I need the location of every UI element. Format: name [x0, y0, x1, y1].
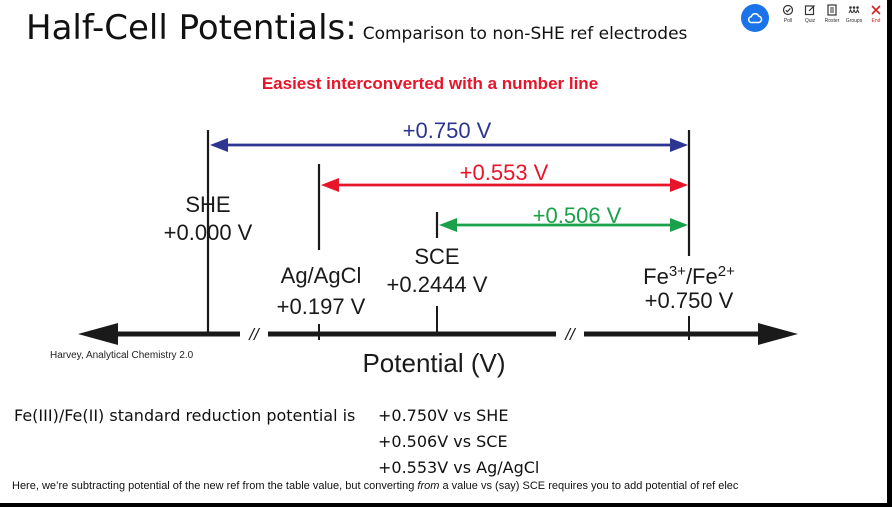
- quiz-icon: [804, 5, 815, 16]
- sce-name: SCE: [414, 244, 459, 269]
- standard-potential-lead: Fe(III)/Fe(II) standard reduction potent…: [14, 406, 356, 425]
- groups-button[interactable]: Groups: [843, 4, 865, 24]
- sce-to-fe-arrowhead-right: [670, 218, 688, 232]
- quiz-button[interactable]: Quiz: [799, 4, 821, 24]
- she-to-fe-label: +0.750 V: [403, 118, 492, 143]
- title-main: Half-Cell Potentials:: [26, 8, 357, 48]
- she-to-fe-arrowhead-right: [670, 138, 688, 152]
- cloud-button[interactable]: [741, 4, 769, 32]
- potential-vs-sce: +0.506V vs SCE: [378, 432, 508, 451]
- fe-name: Fe3+/Fe2+: [643, 263, 735, 289]
- note-after: a value vs (say) SCE requires you to add…: [439, 480, 739, 492]
- note-italic: from: [417, 480, 440, 492]
- axis-break-left: //: [248, 325, 261, 344]
- end-label: End: [871, 18, 881, 24]
- fe-potential: +0.750 V: [645, 288, 734, 313]
- she-to-fe-arrowhead-left: [210, 138, 228, 152]
- sce-potential: +0.2444 V: [387, 272, 488, 297]
- sce-to-fe-label: +0.506 V: [533, 203, 622, 228]
- title-subtitle: Comparison to non-SHE ref electrodes: [362, 24, 688, 44]
- she-name: SHE: [185, 192, 230, 217]
- poll-label: Poll: [783, 18, 793, 24]
- cloud-icon: [747, 13, 763, 24]
- fe-name-mid: /Fe: [686, 264, 718, 289]
- note-before: Here, we’re subtracting potential of the…: [12, 480, 418, 492]
- ag-agcl-potential: +0.197 V: [277, 294, 366, 319]
- roster-icon: [827, 4, 837, 16]
- groups-icon: [848, 6, 860, 14]
- ag-to-fe-arrowhead-right: [670, 178, 688, 192]
- toolbar: Poll Quiz Roster Groups End: [741, 4, 887, 34]
- potential-vs-ag-agcl: +0.553V vs Ag/AgCl: [378, 458, 540, 477]
- ag-agcl-name: Ag/AgCl: [281, 263, 362, 288]
- groups-label: Groups: [845, 18, 863, 24]
- potential-axis-arrowhead-left: [78, 323, 118, 345]
- poll-button[interactable]: Poll: [777, 4, 799, 24]
- ag-to-fe-label: +0.553 V: [460, 160, 549, 185]
- ag-to-fe-arrowhead-left: [321, 178, 339, 192]
- fe-name-sup1: 3+: [669, 263, 686, 280]
- potential-axis-arrowhead-right: [758, 323, 798, 345]
- she-potential: +0.000 V: [164, 220, 253, 245]
- potential-vs-she: +0.750V vs SHE: [378, 406, 509, 425]
- axis-break-right: //: [564, 325, 577, 344]
- source-credit: Harvey, Analytical Chemistry 2.0: [50, 350, 194, 361]
- poll-icon: [782, 4, 794, 16]
- fe-name-base: Fe: [643, 264, 669, 289]
- end-button[interactable]: End: [865, 4, 887, 24]
- number-line-caption: Easiest interconverted with a number lin…: [261, 74, 599, 93]
- close-icon: [871, 5, 881, 15]
- roster-button[interactable]: Roster: [821, 4, 843, 24]
- sce-to-fe-arrowhead-left: [439, 218, 457, 232]
- conversion-note: Here, we’re subtracting potential of the…: [12, 480, 738, 492]
- fe-name-sup2: 2+: [718, 263, 735, 280]
- quiz-label: Quiz: [804, 18, 816, 24]
- axis-label: Potential (V): [362, 348, 505, 378]
- slide-title: Half-Cell Potentials: Comparison to non-S…: [26, 8, 687, 48]
- roster-label: Roster: [824, 18, 840, 24]
